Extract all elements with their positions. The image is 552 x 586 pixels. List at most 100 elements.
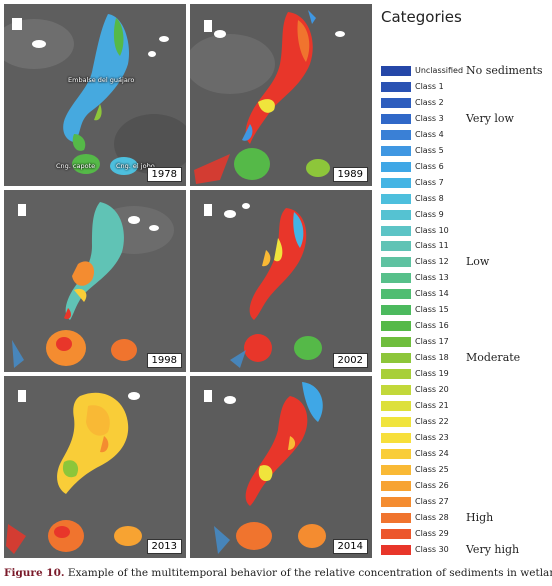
legend-row: Class 12 [381,257,551,271]
legend-row: Class 24 [381,448,551,463]
legend-swatch [381,257,411,268]
legend-row: Class 28 [381,512,551,527]
legend-row: Class 3 [381,113,551,128]
label-cng-capote: Cng. capote [56,162,96,170]
legend-category-label: Very low [466,111,514,125]
legend-class-label: Class 1 [415,81,444,91]
legend-class-label: Class 26 [415,480,449,490]
legend-class-label: Class 24 [415,448,449,458]
legend-row: Class 6 [381,161,551,176]
map-panel-2002: 2002 [190,190,372,372]
figure-caption-text: Example of the multitemporal behavior of… [64,567,552,579]
legend-row: Unclassified [381,66,551,80]
map-panel-2013: 2013 [4,376,186,558]
legend-swatch [381,273,411,284]
legend-swatch [381,241,411,252]
legend-row: Class 23 [381,432,551,447]
legend-swatch [381,512,411,523]
year-badge-1989: 1989 [332,167,368,182]
legend-class-label: Class 28 [415,512,449,522]
legend-swatch [381,81,411,92]
legend-row: Class 27 [381,496,551,511]
map-image-2013 [4,376,186,558]
legend-category-label: High [466,510,494,524]
legend-swatch [381,209,411,220]
legend-class-label: Class 17 [415,337,449,347]
figure-label: Figure 10. [4,567,65,579]
legend-row: Class 15 [381,305,551,319]
legend-class-label: Class 10 [415,225,449,235]
legend-row: Class 2 [381,97,551,112]
legend-swatch [381,353,411,364]
legend-class-label: Class 30 [415,544,449,554]
legend-swatch [381,337,411,348]
legend-swatch [381,544,411,555]
legend-class-label: Class 3 [415,113,444,123]
legend-class-label: Class 2 [415,97,444,107]
legend-category-label: Low [466,255,490,269]
legend-swatch [381,113,411,124]
legend-class-label: Class 29 [415,528,449,538]
year-badge-2014: 2014 [332,539,368,554]
legend-row: Class 4 [381,129,551,144]
legend-class-label: Class 13 [415,273,449,283]
legend-swatch [381,369,411,380]
legend-class-label: Class 5 [415,145,444,155]
legend-swatch [381,305,411,316]
legend-class-label: Class 14 [415,289,449,299]
map-panel-1998: 1998 [4,190,186,372]
legend-row: Class 21 [381,400,551,415]
legend-class-label: Class 27 [415,496,449,506]
map-image-1989 [190,4,372,186]
legend-swatch [381,432,411,443]
map-panel-2014: 2014 [190,376,372,558]
legend-category-label: No sediments [466,64,543,77]
legend-row: Class 22 [381,416,551,431]
legend-swatch [381,385,411,395]
map-panel-1978: Embalse del guájaro Cng. capote Cng. el … [4,4,186,186]
legend-category-label: Very high [466,542,520,556]
legend-row: Class 29 [381,528,551,543]
legend-swatch [381,496,411,507]
legend-swatch [381,464,411,475]
legend-title: Categories [381,8,462,26]
legend-category-label: Moderate [466,351,521,365]
legend-class-label: Class 4 [415,129,444,139]
legend-swatch [381,400,411,411]
map-panels: Embalse del guájaro Cng. capote Cng. el … [4,4,372,558]
legend-row: Class 16 [381,321,551,335]
figure-caption: Figure 10. Example of the multitemporal … [4,567,552,579]
year-badge-2013: 2013 [146,539,182,554]
map-image-2014 [190,376,372,558]
legend-class-label: Class 16 [415,321,449,331]
legend-row: Class 19 [381,369,551,383]
legend-class-label: Class 12 [415,257,449,267]
legend-swatch [381,193,411,204]
legend-class-label: Class 7 [415,177,444,187]
legend-swatch [381,225,411,236]
label-cng-el-jobo: Cng. el jobo [116,162,155,170]
legend-class-label: Class 6 [415,161,444,171]
legend-row: Class 14 [381,289,551,303]
legend-class-label: Class 11 [415,241,449,251]
legend-swatch [381,448,411,459]
legend-row: Class 7 [381,177,551,192]
legend-row: Class 5 [381,145,551,160]
legend-swatch [381,161,411,172]
legend-class-label: Class 25 [415,464,449,474]
legend-class-label: Class 18 [415,353,449,363]
legend-class-label: Class 23 [415,432,449,442]
year-badge-1998: 1998 [146,353,182,368]
legend-class-label: Unclassified [415,66,464,75]
legend-row: Class 10 [381,225,551,240]
map-image-2002 [190,190,372,372]
legend-swatch [381,66,411,76]
legend-swatch [381,416,411,427]
legend-swatch [381,145,411,156]
legend-row: Class 18 [381,353,551,367]
legend-row: Class 8 [381,193,551,208]
legend-swatch [381,177,411,188]
legend-swatch [381,97,411,108]
legend-swatch [381,289,411,300]
legend-class-label: Class 20 [415,385,449,394]
